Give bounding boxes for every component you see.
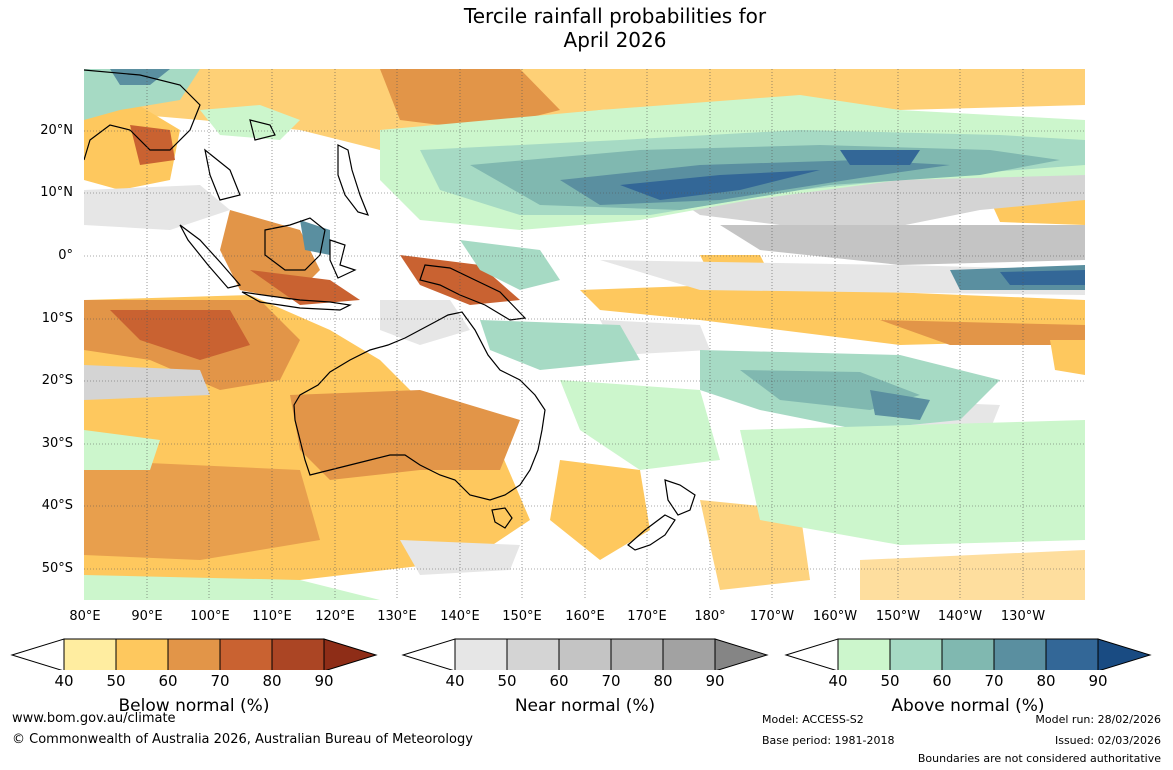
cbar-tick: 80 <box>1036 672 1056 690</box>
cbar-tick: 40 <box>445 672 465 690</box>
borneo-coastline <box>264 217 326 271</box>
sulawesi-coastline <box>329 239 357 279</box>
cbar-segment <box>941 638 995 670</box>
cbar-low-extension <box>784 638 839 670</box>
copyright-text: © Commonwealth of Australia 2026, Austra… <box>12 732 473 747</box>
lat-label: 50°S <box>41 561 73 576</box>
cbar-tick: 90 <box>314 672 334 690</box>
tasmania-coastline <box>491 507 513 529</box>
lon-label: 160°W <box>812 609 858 624</box>
cbar-low-extension <box>401 638 456 670</box>
lon-label: 80°E <box>69 609 101 624</box>
colorbar-title: Near normal (%) <box>514 696 656 716</box>
new-guinea-coastline <box>419 264 527 321</box>
cbar-tick: 60 <box>158 672 178 690</box>
asia-coastline <box>84 69 276 201</box>
cbar-tick: 60 <box>549 672 569 690</box>
cbar-segment <box>271 638 325 670</box>
cbar-segment <box>115 638 169 670</box>
cbar-tick: 70 <box>601 672 621 690</box>
model-name: Model: ACCESS-S2 <box>762 713 864 726</box>
lon-label: 90°E <box>131 609 163 624</box>
lon-label: 140°E <box>440 609 480 624</box>
cbar-tick: 80 <box>262 672 282 690</box>
cbar-tick: 40 <box>828 672 848 690</box>
sumatra-coastline <box>179 224 242 289</box>
cbar-segment <box>454 638 508 670</box>
cbar-tick: 80 <box>653 672 673 690</box>
cbar-segment <box>662 638 716 670</box>
probability-field <box>84 69 1085 600</box>
lat-label: 10°N <box>40 185 73 200</box>
title-line-2: April 2026 <box>563 28 667 52</box>
cbar-tick: 90 <box>705 672 725 690</box>
philippines-coastline <box>337 144 370 216</box>
coastlines <box>84 69 696 551</box>
cbar-segment <box>1045 638 1099 670</box>
cbar-segment <box>889 638 943 670</box>
lat-label: 30°S <box>41 436 73 451</box>
lat-label: 0° <box>58 248 73 263</box>
cbar-segment <box>167 638 221 670</box>
cbar-high-extension <box>323 638 378 670</box>
map-title: Tercile rainfall probabilities for April… <box>315 4 915 52</box>
colorbar-title: Above normal (%) <box>891 696 1045 716</box>
cbar-tick: 50 <box>497 672 517 690</box>
lat-label: 10°S <box>41 311 73 326</box>
lon-label: 150°E <box>502 609 542 624</box>
cbar-segment <box>219 638 273 670</box>
cbar-tick: 60 <box>932 672 952 690</box>
cbar-high-extension <box>1097 638 1152 670</box>
cbar-segment <box>506 638 560 670</box>
lon-label: 160°E <box>565 609 605 624</box>
cbar-tick: 40 <box>54 672 74 690</box>
lon-label: 180° <box>694 609 726 624</box>
lon-label: 110°E <box>252 609 292 624</box>
near-normal-colorbar <box>401 638 769 670</box>
cbar-segment <box>993 638 1047 670</box>
cbar-segment <box>610 638 664 670</box>
cbar-tick: 50 <box>106 672 126 690</box>
lon-label: 150°W <box>875 609 921 624</box>
cbar-segment <box>558 638 612 670</box>
cbar-tick: 70 <box>210 672 230 690</box>
title-line-1: Tercile rainfall probabilities for <box>463 4 767 28</box>
lat-label: 20°S <box>41 373 73 388</box>
cbar-tick: 70 <box>984 672 1004 690</box>
below-normal-colorbar <box>10 638 378 670</box>
below-normal-regions <box>84 69 1085 600</box>
above-normal-colorbar <box>784 638 1152 670</box>
above-normal-regions <box>84 69 1085 600</box>
base-period: Base period: 1981-2018 <box>762 734 895 747</box>
lon-label: 100°E <box>190 609 230 624</box>
cbar-segment <box>63 638 117 670</box>
colorbar-title: Below normal (%) <box>118 696 270 716</box>
lat-label: 20°N <box>40 123 73 138</box>
lon-label: 140°W <box>937 609 983 624</box>
australia-coastline <box>293 311 546 501</box>
cbar-segment <box>837 638 891 670</box>
model-run-date: Model run: 28/02/2026 <box>1035 713 1161 726</box>
lon-label: 130°E <box>377 609 417 624</box>
lat-label: 40°S <box>41 498 73 513</box>
cbar-high-extension <box>714 638 769 670</box>
lon-label: 170°E <box>627 609 667 624</box>
cbar-tick: 90 <box>1088 672 1108 690</box>
boundary-disclaimer: Boundaries are not considered authoritat… <box>917 752 1161 765</box>
issued-date: Issued: 02/03/2026 <box>1054 734 1161 747</box>
lon-label: 130°W <box>1000 609 1046 624</box>
lon-label: 170°W <box>749 609 795 624</box>
java-coastline <box>241 291 352 311</box>
lon-label: 120°E <box>315 609 355 624</box>
cbar-tick: 50 <box>880 672 900 690</box>
nz-south-island <box>627 514 676 551</box>
website-link[interactable]: www.bom.gov.au/climate <box>12 711 176 726</box>
nz-north-island <box>664 479 696 516</box>
cbar-low-extension <box>10 638 65 670</box>
